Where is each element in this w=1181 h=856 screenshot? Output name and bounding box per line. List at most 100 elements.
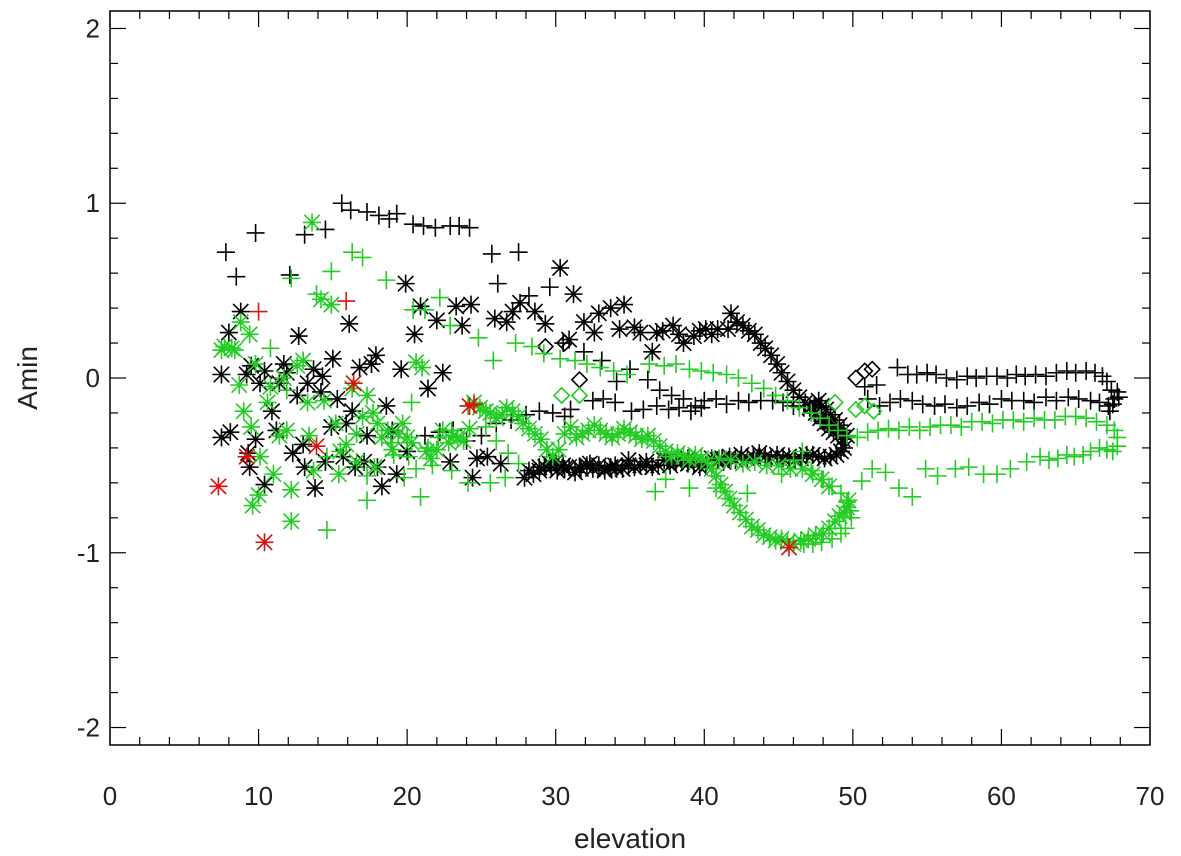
black-asterisk-point: [251, 374, 270, 393]
black-plus-point: [404, 215, 423, 234]
black-asterisk-point: [346, 458, 365, 477]
green-asterisk-point: [839, 491, 858, 510]
black-asterisk-point: [564, 285, 583, 304]
green-asterisk-point: [470, 398, 489, 417]
green-asterisk-point: [439, 433, 458, 452]
black-asterisk-point: [536, 314, 555, 333]
black-plus-point: [1047, 391, 1066, 410]
green-asterisk-point: [231, 313, 250, 332]
black-plus-point: [1014, 391, 1033, 410]
black-asterisk-point: [525, 302, 544, 321]
black-asterisk-point: [277, 363, 296, 382]
green-asterisk-point: [322, 295, 341, 314]
green-plus-point: [974, 465, 993, 484]
green-asterisk-point: [632, 430, 651, 449]
black-asterisk-point: [294, 435, 313, 454]
green-plus-point: [1081, 442, 1100, 461]
black-asterisk-point: [387, 465, 406, 484]
black-asterisk-point: [744, 447, 763, 466]
black-asterisk-point: [311, 382, 330, 401]
green-plus-point: [399, 447, 418, 466]
green-asterisk-point: [711, 475, 730, 494]
green-asterisk-point: [754, 526, 773, 545]
black-plus-point: [659, 400, 678, 419]
y-tick-label: 1: [86, 188, 100, 218]
green-asterisk-point: [353, 407, 372, 426]
green-asterisk-point: [215, 337, 234, 356]
black-plus-point: [898, 365, 917, 384]
black-asterisk-point: [221, 423, 240, 442]
green-asterisk-point: [493, 405, 512, 424]
green-asterisk-point: [277, 421, 296, 440]
black-asterisk-point: [708, 320, 727, 339]
black-asterisk-point: [601, 458, 620, 477]
black-asterisk-point: [653, 321, 672, 340]
x-axis-title: elevation: [574, 823, 686, 854]
green-plus-point: [282, 269, 301, 288]
black-asterisk-point: [589, 304, 608, 323]
green-asterisk-point: [769, 456, 788, 475]
black-asterisk-point: [580, 454, 599, 473]
black-asterisk-point: [625, 458, 644, 477]
black-asterisk-series: [212, 258, 856, 498]
black-asterisk-point: [433, 363, 452, 382]
green-asterisk-point: [240, 325, 259, 344]
green-plus-point: [353, 248, 372, 267]
green-asterisk-point: [793, 459, 812, 478]
axis-ticks: [109, 11, 1151, 745]
black-asterisk-point: [313, 367, 332, 386]
green-asterisk-point: [365, 458, 384, 477]
black-asterisk-point: [411, 297, 430, 316]
green-asterisk-series: [212, 213, 858, 554]
black-asterisk-point: [560, 458, 579, 477]
green-asterisk-point: [766, 531, 785, 550]
black-asterisk-point: [768, 355, 787, 374]
green-plus-point: [358, 466, 377, 485]
green-plus-point: [481, 473, 500, 492]
green-plus-point: [655, 356, 674, 375]
black-plus-point: [913, 395, 932, 414]
black-asterisk-point: [511, 293, 530, 312]
black-asterisk-point: [362, 355, 381, 374]
black-plus-point: [927, 365, 946, 384]
x-tick-label: 20: [393, 781, 422, 811]
green-plus-point: [407, 459, 426, 478]
black-asterisk-point: [750, 444, 769, 463]
green-plus-point: [1017, 452, 1036, 471]
black-asterisk-point: [722, 304, 741, 323]
black-asterisk-point: [739, 321, 758, 340]
green-plus-point: [395, 468, 414, 487]
green-plus-point: [876, 463, 895, 482]
black-asterisk-point: [219, 323, 238, 342]
black-asterisk-point: [239, 444, 258, 463]
black-asterisk-point: [323, 349, 342, 368]
green-plus-point: [484, 351, 503, 370]
green-asterisk-point: [460, 419, 479, 438]
green-asterisk-point: [378, 421, 397, 440]
black-plus-point: [1066, 363, 1085, 382]
green-plus-point: [1014, 412, 1033, 431]
green-asterisk-point: [363, 403, 382, 422]
black-plus-point: [574, 342, 593, 361]
black-plus-point: [216, 243, 235, 262]
black-plus-point: [1077, 362, 1096, 381]
green-plus-point: [692, 362, 711, 381]
green-plus-point: [469, 328, 488, 347]
black-plus-point: [998, 369, 1017, 387]
green-asterisk-point: [686, 445, 705, 464]
black-plus-point: [414, 216, 433, 235]
green-diamond-point: [864, 402, 883, 420]
black-plus-point: [695, 391, 714, 410]
green-asterisk-point: [421, 449, 440, 468]
green-plus-point: [837, 426, 856, 445]
black-plus-series: [216, 194, 1128, 450]
green-plus-point: [499, 444, 518, 463]
green-plus-point: [754, 379, 773, 398]
black-asterisk-point: [340, 314, 359, 333]
green-asterisk-point: [294, 351, 313, 370]
black-plus-point: [729, 391, 748, 410]
black-asterisk-point: [762, 346, 781, 365]
black-asterisk-point: [815, 449, 834, 468]
red-asterisk-series: [209, 374, 798, 557]
green-asterisk-point: [722, 451, 741, 470]
